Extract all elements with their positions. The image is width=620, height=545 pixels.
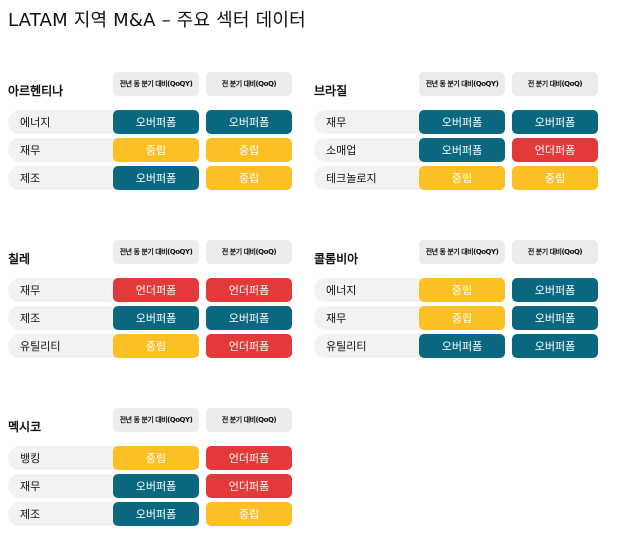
country-panel: 콜롬비아 전년 동 분기 대비(QoQY) 전 분기 대비(QoQ) 에너지 중립 오버퍼…: [314, 252, 598, 372]
country-name: 브라질: [314, 84, 347, 98]
sector-row: 에너지 오버퍼폼 오버퍼폼: [8, 110, 292, 134]
page-title: LATAM 지역 M&A – 주요 섹터 데이터: [8, 6, 306, 32]
sector-label: 재무: [8, 138, 116, 162]
yoy-status-badge: 오버퍼폼: [419, 138, 505, 162]
qoq-status-badge: 언더퍼폼: [512, 138, 598, 162]
yoy-status-badge: 중립: [113, 334, 199, 358]
sector-row: 재무 언더퍼폼 언더퍼폼: [8, 278, 292, 302]
qoq-status-badge: 중립: [206, 166, 292, 190]
sector-label: 테크놀로지: [314, 166, 422, 190]
yoy-column-header: 전년 동 분기 대비(QoQY): [113, 72, 199, 96]
yoy-status-badge: 오버퍼폼: [419, 334, 505, 358]
qoq-status-badge: 오버퍼폼: [512, 110, 598, 134]
sector-row: 뱅킹 중립 언더퍼폼: [8, 446, 292, 470]
sector-row: 제조 오버퍼폼 중립: [8, 502, 292, 526]
country-panel: 칠레 전년 동 분기 대비(QoQY) 전 분기 대비(QoQ) 재무 언더퍼폼 언더퍼폼…: [8, 252, 292, 372]
country-name: 멕시코: [8, 420, 41, 434]
country-panel: 아르헨티나 전년 동 분기 대비(QoQY) 전 분기 대비(QoQ) 에너지 오버퍼폼…: [8, 84, 292, 204]
yoy-status-badge: 오버퍼폼: [113, 110, 199, 134]
qoq-column-header: 전 분기 대비(QoQ): [512, 72, 598, 96]
qoq-column-header: 전 분기 대비(QoQ): [206, 72, 292, 96]
yoy-status-badge: 중립: [419, 166, 505, 190]
qoq-status-badge: 오버퍼폼: [512, 306, 598, 330]
yoy-status-badge: 오버퍼폼: [419, 110, 505, 134]
qoq-column-header: 전 분기 대비(QoQ): [512, 240, 598, 264]
qoq-status-badge: 오버퍼폼: [512, 278, 598, 302]
qoq-column-header: 전 분기 대비(QoQ): [206, 240, 292, 264]
qoq-status-badge: 언더퍼폼: [206, 474, 292, 498]
sector-row: 유틸리티 중립 언더퍼폼: [8, 334, 292, 358]
sector-row: 재무 오버퍼폼 언더퍼폼: [8, 474, 292, 498]
yoy-status-badge: 중립: [419, 306, 505, 330]
qoq-status-badge: 중립: [206, 502, 292, 526]
yoy-column-header: 전년 동 분기 대비(QoQY): [419, 240, 505, 264]
qoq-status-badge: 언더퍼폼: [206, 278, 292, 302]
sector-label: 제조: [8, 502, 116, 526]
qoq-status-badge: 중립: [512, 166, 598, 190]
sector-label: 재무: [314, 306, 422, 330]
country-name: 칠레: [8, 252, 30, 266]
qoq-status-badge: 오버퍼폼: [206, 306, 292, 330]
qoq-column-header: 전 분기 대비(QoQ): [206, 408, 292, 432]
sector-label: 에너지: [8, 110, 116, 134]
sector-label: 제조: [8, 166, 116, 190]
country-name: 아르헨티나: [8, 84, 63, 98]
yoy-column-header: 전년 동 분기 대비(QoQY): [113, 240, 199, 264]
sector-label: 제조: [8, 306, 116, 330]
yoy-status-badge: 중립: [419, 278, 505, 302]
sector-row: 소매업 오버퍼폼 언더퍼폼: [314, 138, 598, 162]
yoy-status-badge: 오버퍼폼: [113, 502, 199, 526]
country-panel: 멕시코 전년 동 분기 대비(QoQY) 전 분기 대비(QoQ) 뱅킹 중립 언더퍼폼 재…: [8, 420, 292, 540]
yoy-status-badge: 중립: [113, 446, 199, 470]
sector-row: 테크놀로지 중립 중립: [314, 166, 598, 190]
yoy-status-badge: 오버퍼폼: [113, 306, 199, 330]
sector-row: 유틸리티 오버퍼폼 오버퍼폼: [314, 334, 598, 358]
sector-row: 제조 오버퍼폼 중립: [8, 166, 292, 190]
country-name: 콜롬비아: [314, 252, 358, 266]
sector-label: 유틸리티: [8, 334, 116, 358]
sector-label: 재무: [8, 474, 116, 498]
sector-label: 에너지: [314, 278, 422, 302]
yoy-status-badge: 중립: [113, 138, 199, 162]
qoq-status-badge: 오버퍼폼: [512, 334, 598, 358]
qoq-status-badge: 오버퍼폼: [206, 110, 292, 134]
sector-row: 재무 중립 중립: [8, 138, 292, 162]
qoq-status-badge: 언더퍼폼: [206, 446, 292, 470]
sector-label: 소매업: [314, 138, 422, 162]
yoy-status-badge: 언더퍼폼: [113, 278, 199, 302]
qoq-status-badge: 언더퍼폼: [206, 334, 292, 358]
sector-label: 재무: [8, 278, 116, 302]
yoy-status-badge: 오버퍼폼: [113, 166, 199, 190]
sector-row: 재무 오버퍼폼 오버퍼폼: [314, 110, 598, 134]
sector-label: 뱅킹: [8, 446, 116, 470]
sector-label: 유틸리티: [314, 334, 422, 358]
qoq-status-badge: 중립: [206, 138, 292, 162]
country-panel: 브라질 전년 동 분기 대비(QoQY) 전 분기 대비(QoQ) 재무 오버퍼폼 오버퍼…: [314, 84, 598, 204]
sector-row: 재무 중립 오버퍼폼: [314, 306, 598, 330]
sector-row: 에너지 중립 오버퍼폼: [314, 278, 598, 302]
sector-row: 제조 오버퍼폼 오버퍼폼: [8, 306, 292, 330]
yoy-column-header: 전년 동 분기 대비(QoQY): [113, 408, 199, 432]
sector-label: 재무: [314, 110, 422, 134]
yoy-column-header: 전년 동 분기 대비(QoQY): [419, 72, 505, 96]
yoy-status-badge: 오버퍼폼: [113, 474, 199, 498]
